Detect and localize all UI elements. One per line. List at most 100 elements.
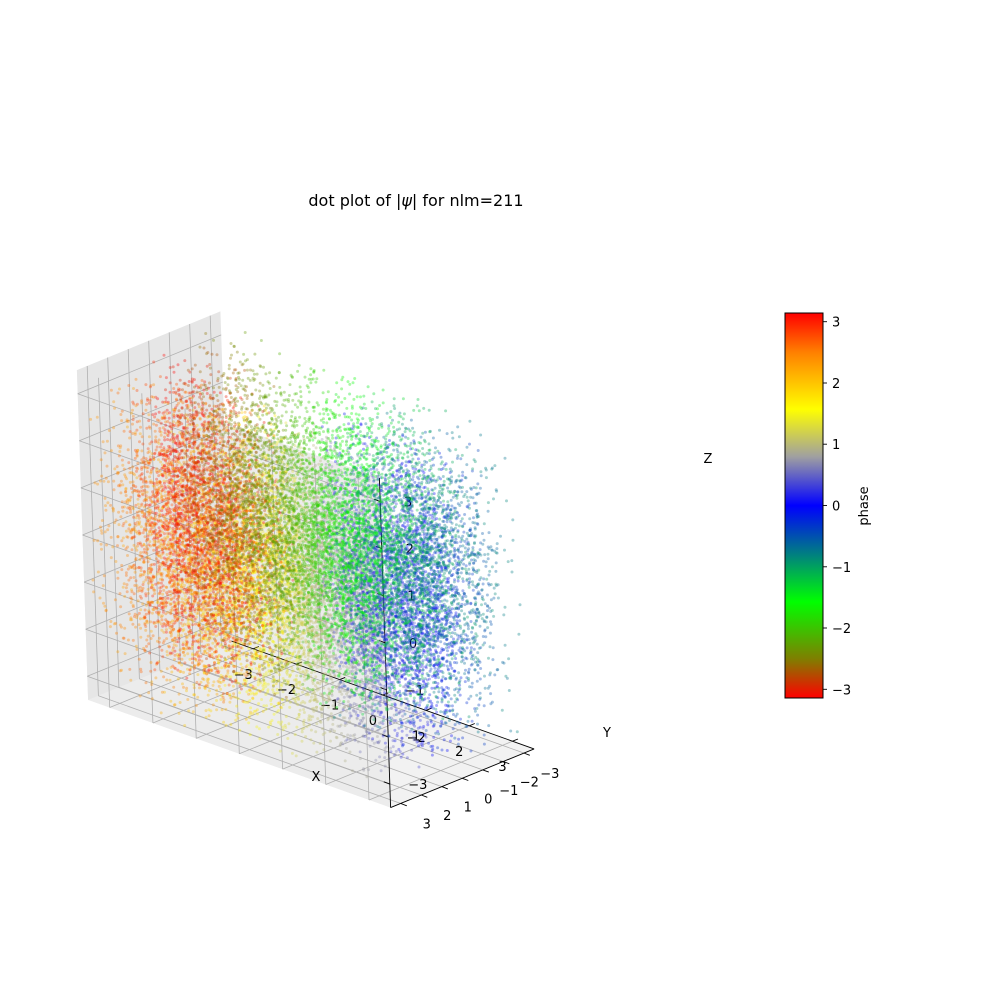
scatter-point	[176, 583, 180, 587]
scatter-point	[105, 439, 109, 443]
scatter-point	[144, 494, 148, 498]
scatter-point	[203, 608, 207, 612]
scatter-point	[169, 602, 172, 606]
z-tick-mark	[377, 592, 384, 597]
scatter-point	[191, 642, 194, 646]
scatter-point	[145, 426, 149, 430]
scatter-point	[113, 467, 117, 471]
scatter-point	[178, 394, 182, 398]
scatter-point	[152, 422, 156, 426]
scatter-point	[182, 503, 186, 507]
scatter-point	[187, 441, 191, 445]
scatter-point	[146, 451, 150, 455]
scatter-point	[102, 479, 106, 483]
scatter-point	[162, 588, 166, 592]
scatter-point	[187, 558, 190, 562]
scatter-point	[195, 544, 199, 548]
scatter-point	[156, 505, 160, 509]
scatter-point	[159, 601, 163, 605]
scatter-point	[210, 647, 214, 651]
scatter-point	[121, 585, 125, 589]
scatter-point	[103, 451, 107, 455]
scatter-point	[128, 667, 132, 671]
scatter-point	[212, 656, 215, 660]
scatter-point	[160, 448, 164, 452]
scatter-point	[174, 390, 178, 394]
scatter-point	[148, 603, 152, 607]
scatter-point	[135, 647, 139, 651]
scatter-point	[198, 599, 202, 603]
scatter-point	[163, 438, 167, 442]
scatter-point	[146, 398, 150, 402]
scatter-point	[164, 486, 168, 490]
scatter-point	[203, 649, 207, 653]
scatter-point	[131, 414, 135, 418]
scatter-point	[188, 672, 192, 676]
scatter-point	[154, 412, 158, 416]
scatter-point	[197, 501, 200, 505]
scatter-point	[258, 737, 262, 741]
x-tick-label: −2	[277, 683, 296, 698]
scatter-point	[145, 498, 149, 502]
scatter-point	[160, 690, 164, 694]
scatter-point	[235, 704, 239, 708]
scatter-point	[180, 563, 184, 567]
scatter-point	[215, 688, 219, 692]
y-tick-mark	[503, 761, 510, 765]
scatter-point	[169, 477, 173, 481]
scatter-point	[178, 648, 182, 652]
scatter-point	[147, 419, 151, 423]
scatter-point	[129, 495, 133, 499]
scatter-point	[95, 415, 99, 419]
scatter-point	[156, 570, 160, 574]
scatter-point	[168, 552, 172, 555]
scatter-point	[160, 548, 164, 551]
scatter-point	[101, 584, 105, 588]
scatter-point	[167, 547, 171, 551]
scatter-point	[132, 526, 136, 530]
scatter-point	[111, 506, 115, 510]
scatter-point	[173, 441, 177, 445]
scatter-point	[147, 576, 151, 580]
scatter-point	[227, 675, 231, 679]
scatter-point	[190, 551, 194, 555]
scatter-point	[140, 502, 144, 506]
scatter-point	[187, 523, 191, 527]
scatter-point	[150, 683, 154, 686]
scatter-point	[114, 560, 118, 563]
scatter-point	[144, 457, 148, 461]
scatter-point	[168, 421, 172, 425]
scatter-point	[157, 610, 161, 614]
scatter-point	[155, 471, 159, 474]
scatter-point	[134, 566, 138, 570]
scatter-point	[146, 466, 150, 470]
scatter-point	[189, 400, 193, 403]
scatter-point	[141, 493, 145, 497]
scatter-point	[165, 601, 168, 605]
scatter-point	[193, 406, 197, 410]
scatter-point	[212, 680, 216, 684]
scatter-point	[200, 379, 204, 382]
scatter-point	[174, 517, 178, 520]
scatter-point	[153, 592, 157, 596]
scatter-point	[260, 698, 264, 701]
scatter-point	[168, 481, 172, 484]
scatter-point	[159, 669, 163, 673]
scatter-point	[188, 668, 192, 672]
scatter-point	[171, 526, 175, 530]
scatter-point	[140, 509, 144, 513]
scatter-point	[170, 579, 174, 582]
scatter-point	[155, 548, 159, 552]
scatter-point	[99, 458, 103, 462]
scatter-point	[182, 564, 186, 568]
scatter-point	[190, 657, 194, 661]
scatter-point	[172, 613, 176, 617]
scatter-point	[193, 577, 197, 580]
scatter-point	[170, 427, 174, 431]
scatter-point	[206, 693, 210, 697]
scatter-point	[191, 652, 194, 656]
scatter-point	[180, 489, 184, 493]
scatter-point	[231, 684, 235, 688]
scatter-point	[116, 570, 120, 574]
